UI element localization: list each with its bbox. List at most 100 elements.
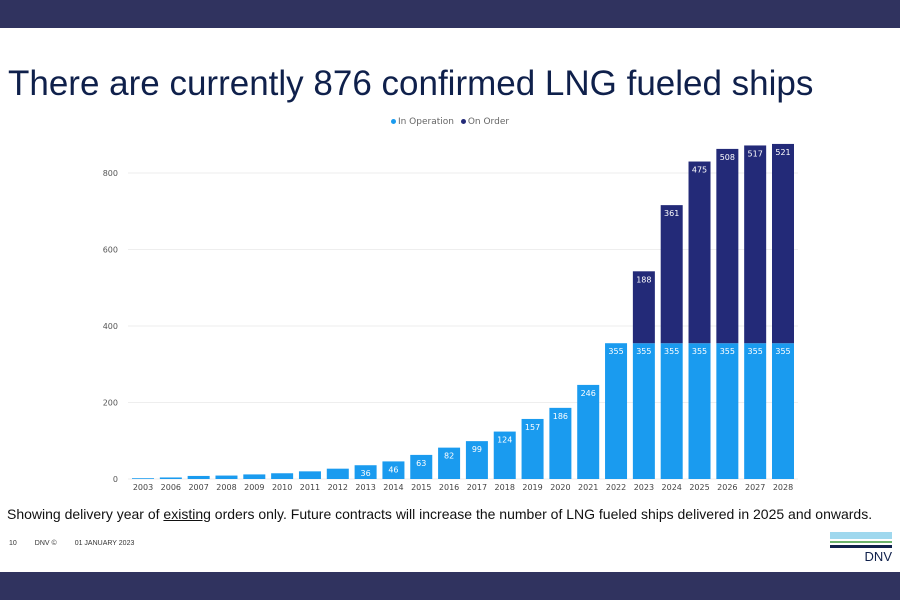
data-label: 246 [581,389,596,398]
data-label: 355 [775,347,790,356]
bar-chart: 0 200 400 600 800 2003 2006 2007 2008 2009 2010 201… [103,143,798,492]
bar-in-operation [660,343,683,479]
x-tick-label: 2011 [300,483,320,492]
footer: 10 DNV © 01 JANUARY 2023 [9,540,152,547]
x-tick-label: 2006 [161,483,181,492]
bottom-band [0,572,900,600]
x-tick-label: 2008 [216,483,236,492]
x-tick-label: 2024 [662,483,682,492]
bar-in-operation [549,407,572,479]
data-label: 355 [692,347,707,356]
data-label: 186 [553,412,568,421]
bar-in-operation [772,343,794,479]
x-tick-label: 2013 [355,483,375,492]
slide-title: There are currently 876 confirmed LNG fu… [8,64,814,103]
data-label: 517 [748,149,763,158]
data-label: 124 [497,436,512,445]
x-tick-label: 2018 [495,483,515,492]
bar-in-operation [632,343,655,479]
bar-in-operation [187,475,210,479]
bar-in-operation [438,447,461,479]
bar-on-order [632,271,655,344]
x-tick-label: 2021 [578,483,598,492]
footnote: Showing delivery year of existing orders… [7,506,872,522]
data-label: 188 [636,275,651,284]
bar-in-operation [354,465,377,479]
copyright: DNV © [34,540,57,547]
x-tick-label: 2015 [411,483,431,492]
page-number: 10 [9,540,17,547]
data-label: 475 [692,166,707,175]
bar-in-operation [382,461,405,479]
bar-in-operation [465,441,488,479]
legend-swatch-on-order [460,119,466,124]
note-text-end: orders only. Future contracts will incre… [210,506,873,522]
x-tick-label: 2027 [745,483,765,492]
data-label: 508 [720,153,735,162]
y-tick-label: 400 [103,322,118,331]
x-tick-label: 2007 [188,483,208,492]
data-label: 46 [388,465,398,474]
data-label: 355 [608,347,623,356]
data-label: 157 [525,423,540,432]
x-tick-label: 2020 [550,483,570,492]
bar-in-operation [243,474,266,479]
x-tick-label: 2012 [328,483,348,492]
y-tick-label: 800 [103,169,118,178]
x-tick-label: 2022 [606,483,626,492]
legend-in-operation: In Operation [397,117,454,127]
bar-on-order [772,143,794,344]
bar-in-operation [493,431,516,479]
x-tick-label: 2019 [522,483,542,492]
bar-in-operation [159,477,182,479]
bar-in-operation [215,475,238,479]
logo-text: DNV [864,549,892,564]
x-tick-label: 2028 [773,483,793,492]
bar-in-operation [326,468,349,479]
y-tick-label: 600 [103,246,118,255]
note-underlined: existing [163,506,211,522]
x-tick-label: 2025 [689,483,709,492]
data-label: 355 [748,347,763,356]
bar-in-operation [271,473,294,479]
x-tick-label: 2003 [133,483,153,492]
date: 01 JANUARY 2023 [74,540,135,547]
bar-on-order [688,161,711,344]
data-label: 355 [720,347,735,356]
x-tick-label: 2009 [244,483,264,492]
dnv-logo: DNV [830,532,892,564]
bar-in-operation [132,478,154,479]
bar-in-operation [298,471,321,479]
legend-swatch-in-operation [390,119,396,124]
note-text: Showing delivery year of [7,506,164,522]
top-band [0,0,900,28]
bar-in-operation [688,343,711,479]
data-label: 361 [664,209,679,218]
bar-on-order [660,205,683,344]
bar-in-operation [410,454,433,479]
data-label: 99 [472,445,482,454]
legend: In Operation On Order [0,117,900,127]
data-label: 521 [775,148,790,157]
bar-on-order [716,148,739,344]
bar-in-operation [716,343,739,479]
x-tick-label: 2026 [717,483,737,492]
x-tick-label: 2017 [467,483,487,492]
bar-on-order [744,145,767,344]
x-tick-label: 2010 [272,483,292,492]
data-label: 63 [416,459,426,468]
x-tick-label: 2016 [439,483,459,492]
data-label: 82 [444,452,454,461]
data-label: 36 [361,469,371,478]
data-label: 355 [664,347,679,356]
bar-in-operation [521,418,544,479]
legend-on-order: On Order [467,117,510,127]
bar-in-operation [605,343,628,479]
bar-in-operation [744,343,767,479]
x-tick-label: 2023 [634,483,654,492]
y-tick-label: 200 [103,399,118,408]
bar-in-operation [577,384,600,479]
data-label: 355 [636,347,651,356]
x-tick-label: 2014 [383,483,403,492]
y-tick-label: 0 [113,475,118,484]
